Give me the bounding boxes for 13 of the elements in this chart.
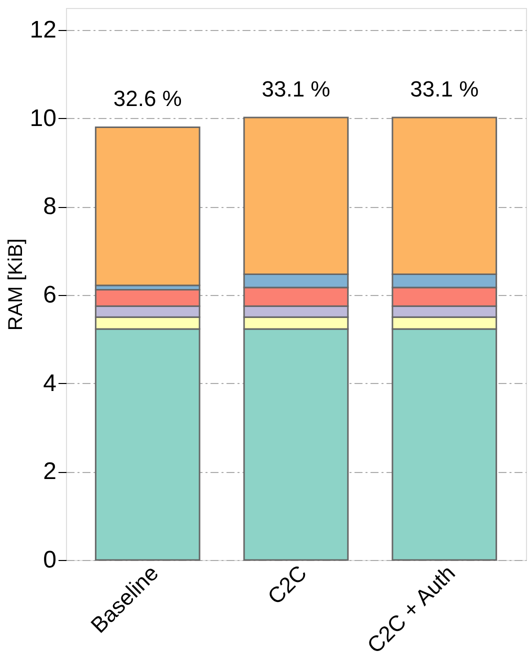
- y-tick-label: 6: [43, 282, 56, 309]
- y-tick-label: 10: [30, 104, 56, 132]
- y-tick-label: 0: [43, 546, 56, 574]
- annotation: 33.1 %: [262, 76, 330, 102]
- bar: [94, 126, 200, 286]
- annotation: 33.1 %: [410, 76, 479, 102]
- annotation: 32.6 %: [113, 86, 182, 112]
- y-tick-label: 4: [43, 370, 56, 397]
- x-tick-label: C2C: [262, 560, 312, 610]
- y-tick-label: 8: [43, 193, 56, 220]
- y-axis-title: RAM [KiB]: [4, 238, 27, 331]
- y-tick-label: 2: [43, 458, 56, 486]
- y-tick-label: 12: [30, 16, 56, 44]
